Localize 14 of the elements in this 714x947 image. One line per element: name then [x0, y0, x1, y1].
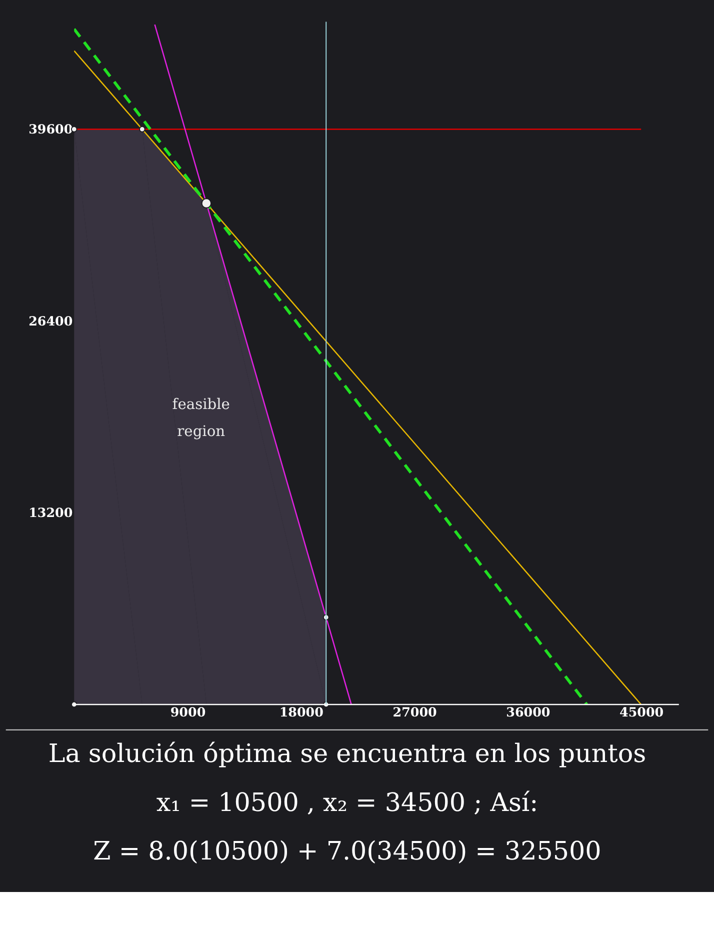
text: La solución óptima se encuentra en los puntos	[48, 738, 646, 768]
y-tick-label: 39600	[28, 122, 73, 137]
x-tick-label: 18000	[279, 704, 324, 720]
x-tick-label: 45000	[620, 704, 664, 720]
annotation: feasible region	[172, 396, 230, 440]
text: Z = 8.0(10500) + 7.0(34500) = 325500	[93, 836, 602, 866]
text: x₁ = 10500 , x₂ = 34500 ; Así:	[156, 786, 538, 817]
x-tick-label: 9000	[170, 704, 206, 720]
point	[139, 126, 146, 132]
y-tick-label: 13200	[28, 505, 73, 520]
y-tick-label: 26400	[28, 313, 73, 328]
point	[201, 198, 212, 208]
x-tick-label: 27000	[392, 704, 438, 720]
x-tick-label: 36000	[506, 704, 550, 720]
